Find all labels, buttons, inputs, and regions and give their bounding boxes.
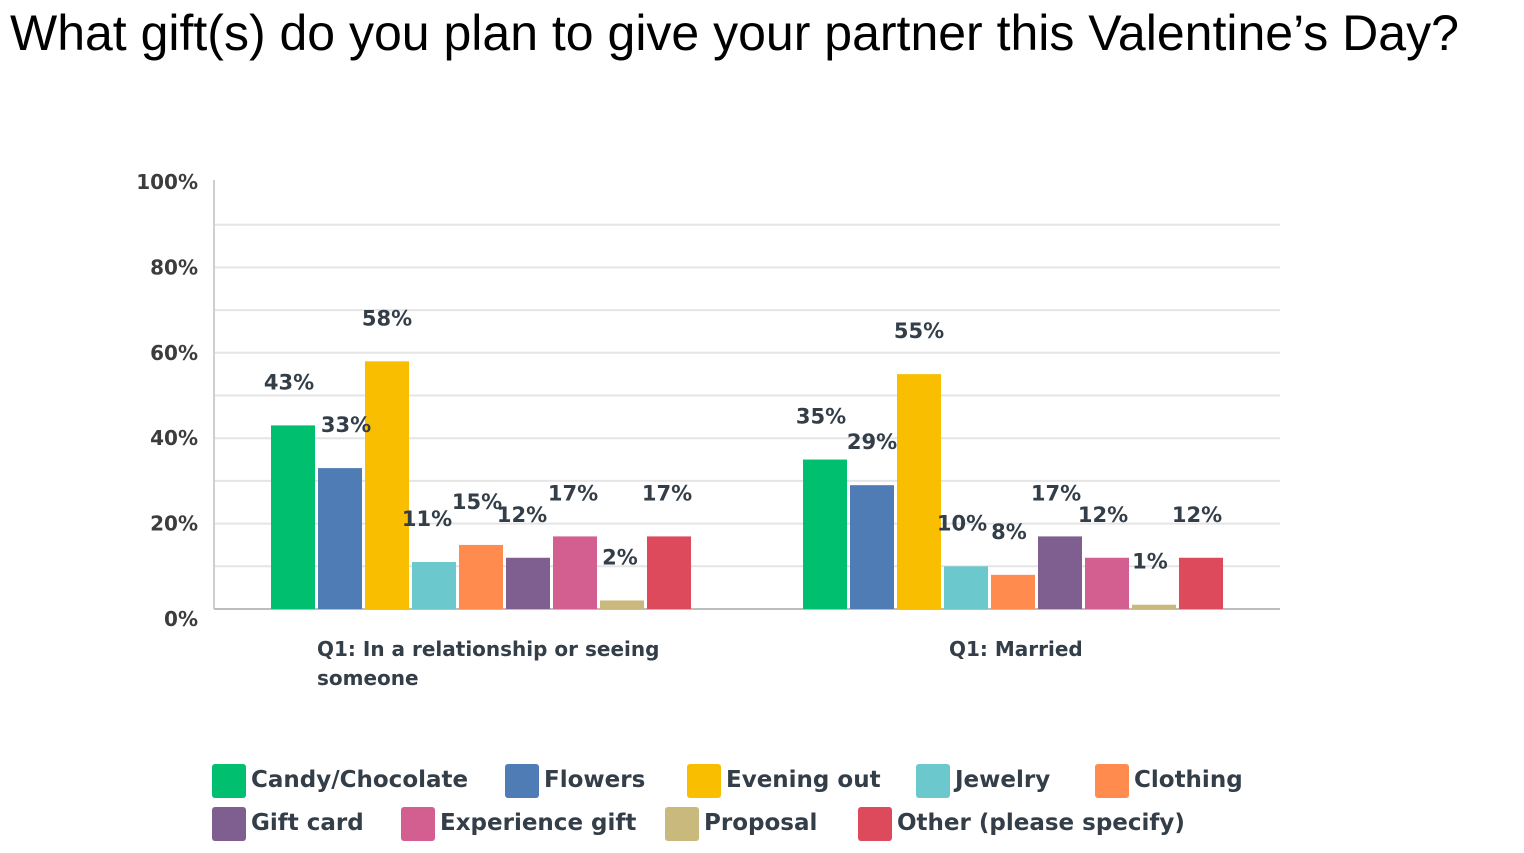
bar (459, 544, 503, 609)
bar (1085, 557, 1129, 609)
category-label: someone (317, 666, 419, 690)
legend-label: Clothing (1134, 767, 1243, 793)
data-label: 2% (602, 545, 638, 569)
data-label: 58% (362, 306, 412, 330)
data-label: 55% (894, 319, 944, 343)
legend-label: Flowers (544, 767, 645, 793)
legend-label: Proposal (704, 810, 817, 836)
legend-swatch (858, 807, 892, 841)
data-label: 15% (452, 490, 502, 514)
bar (647, 536, 691, 609)
bar (944, 566, 988, 609)
y-tick-label: 80% (150, 255, 198, 279)
legend-label: Evening out (726, 767, 881, 793)
legend-label: Other (please specify) (897, 810, 1185, 836)
data-label: 29% (847, 430, 897, 454)
data-label: 17% (642, 481, 692, 505)
data-label: 17% (1031, 481, 1081, 505)
y-tick-label: 60% (150, 341, 198, 365)
data-label: 35% (796, 405, 846, 429)
data-label: 10% (937, 511, 987, 535)
legend-swatch (212, 807, 246, 841)
bar (803, 459, 847, 609)
data-labels: 43%35%33%29%58%55%11% 10%15%8%12%17%17%12… (264, 306, 1222, 573)
data-label: 1% (1132, 550, 1168, 574)
y-tick-label: 0% (164, 607, 198, 631)
bar (897, 374, 941, 609)
bar (506, 557, 550, 609)
bar (600, 600, 644, 609)
legend-label: Experience gift (440, 810, 636, 836)
bar (412, 562, 456, 609)
legend-swatch (687, 764, 721, 798)
bar (991, 574, 1035, 609)
data-label: 17% (548, 481, 598, 505)
data-label: 33% (321, 413, 371, 437)
data-label: 12% (1172, 503, 1222, 527)
data-label: 8% (991, 520, 1027, 544)
legend-swatch (916, 764, 950, 798)
y-tick-label: 20% (150, 512, 198, 536)
data-label: 11% (402, 507, 452, 531)
bars (271, 361, 1223, 609)
bar (1179, 557, 1223, 609)
legend-swatch (665, 807, 699, 841)
legend-label: Candy/Chocolate (251, 767, 468, 793)
bar (1038, 536, 1082, 609)
bar (553, 536, 597, 609)
y-tick-label: 100% (136, 170, 198, 194)
legend-label: Gift card (251, 810, 364, 836)
category-label: Q1: Married (949, 637, 1083, 661)
bar (365, 361, 409, 609)
legend-swatch (401, 807, 435, 841)
data-label: 43% (264, 370, 314, 394)
category-label: Q1: In a relationship or seeing (317, 637, 659, 661)
legend-swatch (505, 764, 539, 798)
bar (1132, 604, 1176, 609)
data-label: 12% (497, 503, 547, 527)
category-labels: Q1: In a relationship or seeing someone Q1… (317, 637, 1083, 690)
data-label: 12% (1078, 503, 1128, 527)
legend-swatch (212, 764, 246, 798)
legend-label: Jewelry (953, 767, 1050, 793)
legend-swatch (1095, 764, 1129, 798)
y-tick-label: 40% (150, 426, 198, 450)
bar (318, 468, 362, 609)
legend: Candy/Chocolate Flowers Evening out Jewelry… (212, 764, 1243, 841)
bar (850, 485, 894, 609)
chart-title: What gift(s) do you plan to give your pa… (10, 5, 1459, 61)
bar (271, 425, 315, 609)
